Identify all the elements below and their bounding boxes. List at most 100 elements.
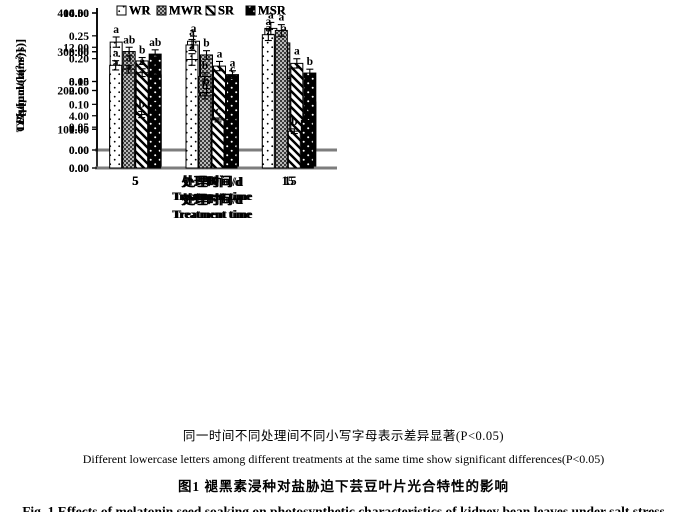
bar-MSR-15 [300, 119, 314, 169]
sig-letter: ab [149, 37, 161, 49]
x-axis-label-cn: 处理时间/d [180, 192, 241, 207]
y-axis-label: Tr/[μmol/(m²·s)] [13, 49, 27, 133]
y-tick-label: 0.20 [69, 54, 89, 66]
legend-label: MSR [258, 4, 287, 18]
error-bar [151, 104, 159, 112]
sig-letter: b [138, 98, 144, 110]
legend-item-MWR: MWR [156, 4, 203, 18]
error-bar [138, 110, 146, 119]
bar-MSR-10 [224, 118, 238, 169]
y-tick-label: 100.00 [57, 124, 89, 136]
error-bar [203, 50, 210, 60]
x-axis-label-en: Treatment time [173, 189, 253, 200]
error-bar [229, 70, 236, 80]
y-tick-label: 8.00 [69, 77, 89, 89]
legend-item-SR: SR [205, 4, 235, 18]
y-tick-label: 0.15 [69, 77, 89, 89]
legend-label: SR [218, 4, 235, 18]
x-tick-label: 15 [284, 174, 297, 188]
error-bar [125, 64, 133, 74]
sig-letter: a [278, 12, 284, 24]
legend-label: MSR [258, 4, 287, 18]
sig-letter: b [291, 116, 297, 128]
error-bar [277, 24, 285, 37]
sig-letter: a [126, 52, 132, 64]
y-tick-label: 0.00 [69, 163, 89, 175]
sig-letter: a [189, 41, 195, 53]
x-tick-label: 5 [132, 174, 138, 188]
tr-chart: 0.00 1.00 2.00 3.00 4.00 Tr/[μmol/(m²·s)] 5 a a b… [0, 0, 342, 218]
sig-letter: b [139, 45, 145, 57]
bar-MWR-5 [122, 68, 136, 169]
bar-SR-5 [135, 114, 149, 169]
sig-letter: b [307, 56, 313, 68]
sig-letter: b [151, 92, 157, 104]
sig-letter: ab [123, 34, 135, 46]
y-tick-label: 3.00 [69, 47, 89, 59]
legend-label: MWR [169, 4, 203, 18]
sig-letter: a [281, 23, 287, 35]
caption-title-en: Fig. 1 Effects of melatonin seed soaking… [22, 504, 665, 512]
x-tick-label: 5 [133, 174, 139, 188]
y-axis-label: Gs/[μmol/(m²·s)] [13, 39, 27, 124]
error-bar [201, 92, 209, 100]
sig-letter: a [294, 46, 300, 58]
bar-SR-15 [287, 130, 301, 169]
caption-note-cn: 同一时间不同处理间不同小写字母表示差异显著(P<0.05) [182, 429, 505, 443]
legend-label: WR [129, 4, 152, 18]
y-tick-label: 0.30 [69, 8, 89, 20]
legend-label: MWR [169, 4, 203, 18]
y-axis-label: Pn/[μmol/(m²·s)] [13, 39, 27, 124]
y-tick-label: 12.00 [63, 42, 89, 54]
error-bar [306, 68, 314, 78]
error-bar [151, 70, 159, 80]
error-bar [138, 56, 146, 65]
sig-letter: a [268, 9, 274, 21]
legend-label: SR [218, 4, 235, 18]
sig-letter: b [304, 105, 310, 117]
sig-letter: c [230, 63, 235, 75]
sig-letter: b [202, 80, 208, 92]
sig-letter: a [113, 48, 119, 60]
y-tick-label: 0.00 [69, 145, 89, 157]
y-tick-label: 400.00 [57, 8, 89, 20]
y-tick-label: 0.00 [69, 163, 89, 175]
error-bar [112, 60, 120, 71]
y-tick-label: 0.25 [69, 31, 89, 43]
figure-captions: 同一时间不同处理间不同小写字母表示差异显著(P<0.05) Different … [0, 425, 687, 512]
y-tick-label: 0.10 [69, 99, 89, 111]
x-tick-label: 10 [205, 174, 218, 188]
y-tick-label: 300.00 [57, 47, 89, 59]
y-tick-label: 16.00 [63, 8, 89, 20]
sig-letter: a [230, 58, 236, 70]
x-tick-label: 15 [282, 174, 295, 188]
error-bar [290, 128, 298, 135]
error-bar [125, 46, 133, 57]
x-axis-label-en: Treatment time [172, 207, 252, 218]
y-tick-label: 2.00 [69, 86, 89, 98]
legend-item-WR: WR [116, 4, 152, 18]
sig-letter: a [139, 56, 145, 68]
sig-letter: a [152, 62, 158, 74]
sig-letter: a [191, 23, 197, 35]
y-tick-label: 4.00 [69, 8, 89, 20]
y-axis-label: Ci/[μmol/(m²·s)] [13, 49, 27, 132]
error-bar [188, 38, 196, 51]
bar-WR-15 [261, 34, 275, 169]
x-axis-label-cn: 处理时间/d [180, 174, 241, 189]
bar-MWR-10 [198, 95, 212, 169]
legend-swatch-WR [116, 5, 127, 16]
caption-title-cn: 图1 褪黑素浸种对盐胁迫下芸豆叶片光合特性的影响 [177, 479, 510, 494]
y-tick-label: 4.00 [69, 111, 89, 123]
sig-letter: b [202, 60, 208, 72]
legend-swatch-MSR [245, 5, 256, 16]
legend-swatch-MWR [156, 5, 167, 16]
y-tick-label: 0.05 [69, 122, 89, 134]
x-axis-label-en: Treatment time [172, 189, 252, 200]
legend-label: MWR [169, 4, 203, 18]
sig-letter: a [113, 24, 119, 36]
bar-MSR-5 [148, 107, 162, 169]
error-bar [214, 117, 222, 123]
error-bar [201, 72, 209, 81]
legend-item-MSR: MSR [245, 4, 287, 18]
